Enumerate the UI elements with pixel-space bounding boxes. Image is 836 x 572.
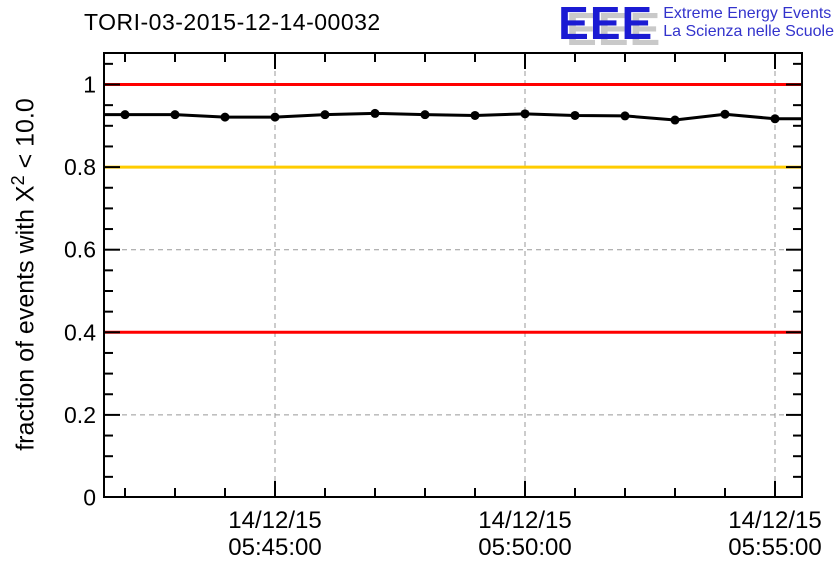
logo-line1: Extreme Energy Events — [663, 5, 832, 22]
x-tick-label-time: 05:45:00 — [228, 534, 321, 561]
y-tick-label: 0.6 — [64, 237, 96, 263]
data-point — [170, 110, 180, 120]
data-point — [370, 108, 380, 118]
y-tick-label: 1 — [83, 72, 96, 98]
x-tick-label-date: 14/12/15 — [228, 507, 321, 534]
data-point — [120, 110, 130, 120]
data-point — [470, 110, 480, 120]
data-point — [220, 112, 230, 122]
data-point — [570, 110, 580, 120]
y-tick-label: 0.2 — [64, 402, 96, 428]
y-tick-label: 0 — [83, 485, 96, 511]
x-tick-label-date: 14/12/15 — [478, 507, 571, 534]
data-point — [320, 110, 330, 120]
data-point — [770, 114, 780, 124]
x-tick-label-date: 14/12/15 — [728, 507, 821, 534]
eee-logo: EEE Extreme Energy Events La Scienza nel… — [558, 0, 834, 49]
x-tick-label-time: 05:50:00 — [478, 534, 571, 561]
data-point — [720, 109, 730, 119]
y-tick-label: 0.8 — [64, 154, 96, 180]
eee-logo-acronym: EEE — [558, 0, 654, 49]
logo-line2: La Scienza nelle Scuole — [663, 23, 834, 40]
data-point — [620, 111, 630, 121]
y-tick-label: 0.4 — [64, 319, 96, 345]
x-tick-label-time: 05:55:00 — [728, 534, 821, 561]
data-line — [104, 111, 802, 122]
data-point — [420, 110, 430, 120]
axis-frame — [103, 52, 803, 498]
data-point — [270, 112, 280, 122]
data-point — [520, 109, 530, 119]
eee-logo-text: Extreme Energy Events La Scienza nelle S… — [663, 5, 834, 41]
data-point — [670, 115, 680, 125]
chart-title: TORI-03-2015-12-14-00032 — [84, 9, 381, 35]
